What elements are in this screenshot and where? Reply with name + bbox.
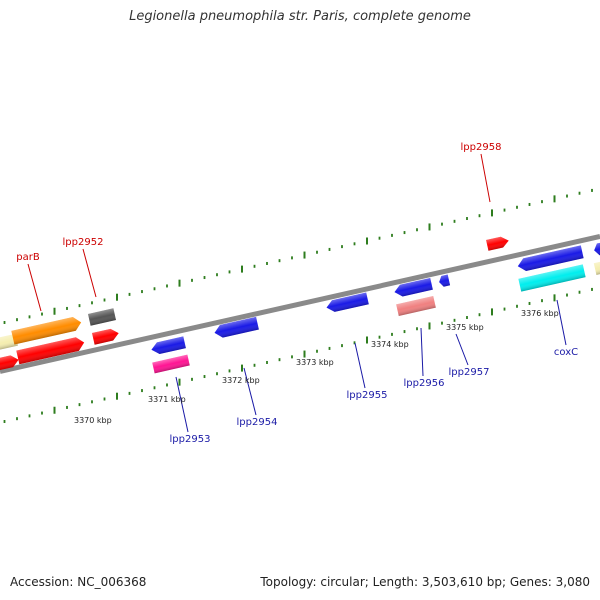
red-feature-c: [92, 328, 119, 345]
label-leaders: [27, 153, 567, 433]
salmon-feature-lpp2956: [396, 295, 436, 317]
blue-feature-lpp2955: [326, 292, 369, 312]
accession-label: Accession: NC_006368: [10, 575, 147, 589]
gene-label-lpp2957: lpp2957: [449, 367, 490, 378]
blue-feature-3374: [394, 277, 433, 297]
scale-label-3372: 3372 kbp: [222, 376, 260, 385]
pale-yellow-feature-a: [0, 333, 18, 353]
gene-label-coxc: coxC: [554, 347, 578, 358]
genome-stats-label: Topology: circular; Length: 3,503,610 bp…: [260, 575, 590, 589]
feature-track: [0, 236, 600, 374]
magenta-feature-lpp2953: [152, 354, 190, 374]
red-feature-b: [16, 337, 85, 365]
orange-feature: [11, 317, 82, 345]
blue-feature-long: [517, 245, 584, 272]
scale-label-3373: 3373 kbp: [296, 358, 334, 367]
scale-label-3371: 3371 kbp: [148, 395, 186, 404]
leader-lpp2957: [455, 333, 469, 366]
scale-label-3374: 3374 kbp: [371, 340, 409, 349]
gene-label-parb: parB: [16, 252, 40, 263]
leader-lpp2956: [420, 327, 424, 377]
gray-feature: [88, 308, 116, 326]
scale-label-3376: 3376 kbp: [521, 309, 559, 318]
outer-tick-track: [3, 188, 593, 324]
label-layer: 3370 kbp 3371 kbp 3372 kbp 3373 kbp 3374 kbp…: [16, 142, 578, 445]
scale-label-3370: 3370 kbp: [74, 416, 112, 425]
leader-coxc: [556, 299, 567, 346]
blue-feature-lpp2954: [214, 316, 259, 338]
genome-backbone: [0, 234, 600, 374]
blue-feature-edge: [594, 241, 600, 256]
red-feature-lpp2958: [486, 236, 509, 251]
gene-label-lpp2952: lpp2952: [63, 237, 104, 248]
gene-label-lpp2953: lpp2953: [170, 434, 211, 445]
scale-label-3375: 3375 kbp: [446, 323, 484, 332]
red-feature-a: [0, 355, 19, 373]
leader-parb: [27, 263, 42, 312]
map-title: Legionella pneumophila str. Paris, compl…: [129, 9, 471, 24]
leader-lpp2954: [243, 367, 257, 416]
leader-lpp2952: [82, 248, 97, 298]
blue-feature-lpp2953: [151, 336, 186, 355]
pale-yellow-feature-b: [593, 261, 600, 275]
cyan-feature-coxc: [518, 264, 586, 292]
blue-feature-small: [439, 274, 451, 287]
gene-label-lpp2958: lpp2958: [461, 142, 502, 153]
gene-label-lpp2955: lpp2955: [347, 390, 388, 401]
leader-lpp2958: [480, 153, 491, 203]
leader-lpp2953: [175, 376, 189, 433]
leader-lpp2955: [354, 342, 366, 389]
inner-tick-track: [3, 287, 593, 423]
gene-label-lpp2954: lpp2954: [237, 417, 278, 428]
gene-label-lpp2956: lpp2956: [404, 378, 445, 389]
